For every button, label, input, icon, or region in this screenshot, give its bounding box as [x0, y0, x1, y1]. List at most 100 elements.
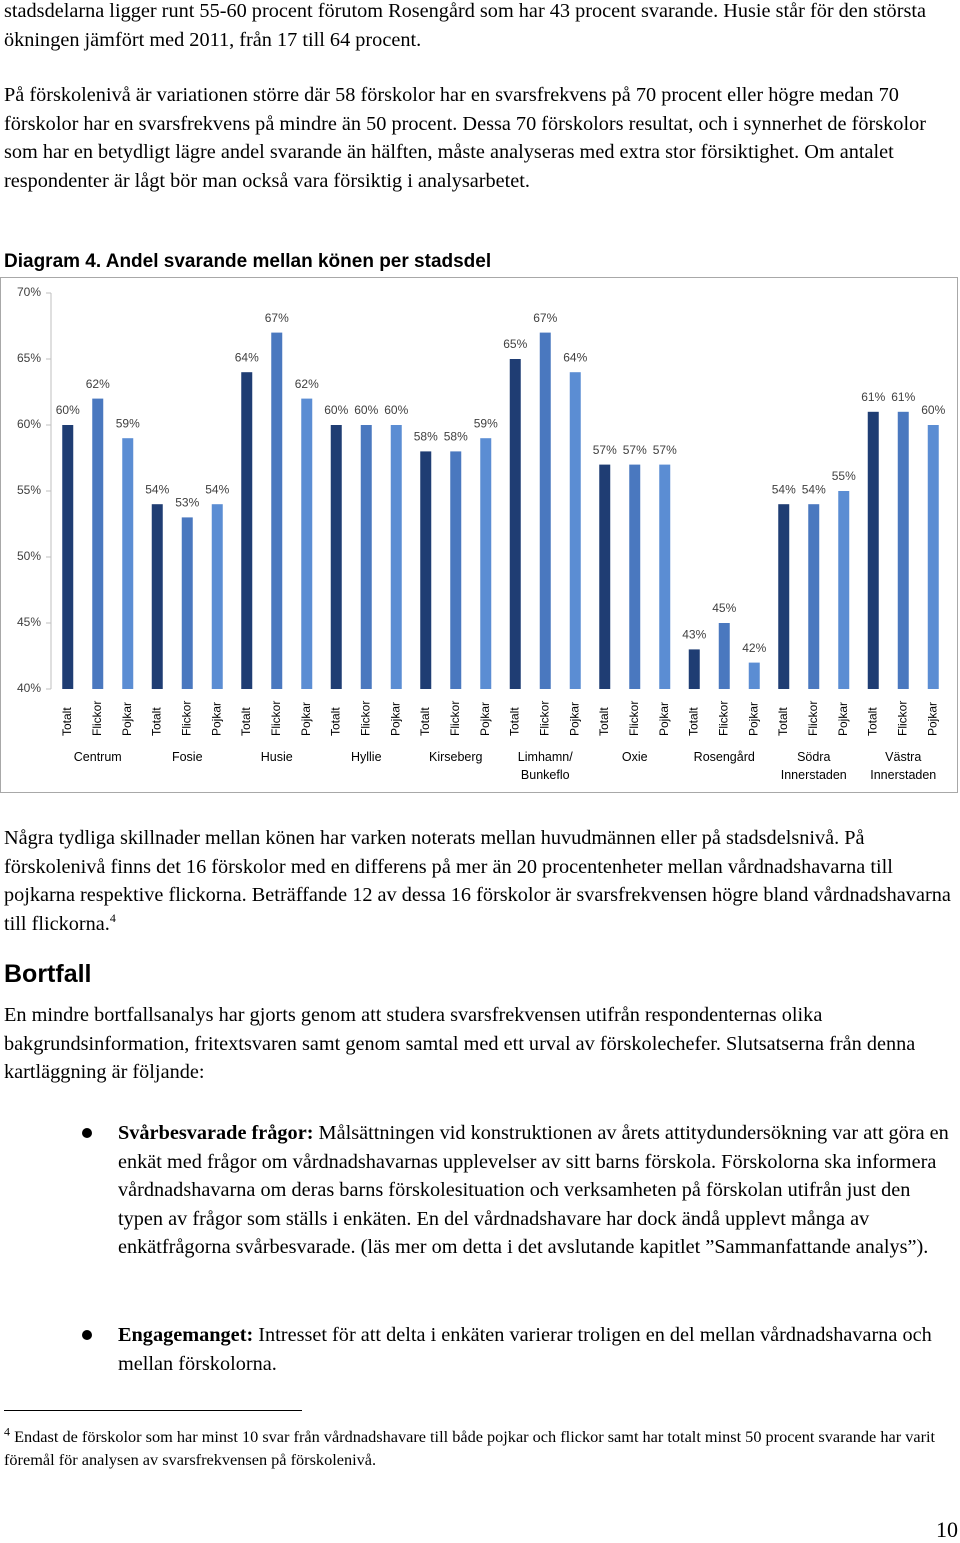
bar: [330, 425, 342, 689]
paragraph-text: Några tydliga skillnader mellan könen ha…: [4, 827, 951, 935]
series-label: Totalt: [776, 707, 790, 736]
bullet-term: Svårbesvarade frågor:: [118, 1122, 314, 1144]
chart-plot: 40% 45% 50% 55% 60% 65% 70% 60% Totalt 62% Flickor…: [17, 285, 946, 736]
bar: [778, 504, 790, 689]
page-number: 10: [936, 1517, 958, 1542]
value-label: 60%: [324, 403, 348, 417]
bullet-term: Engagemanget:: [118, 1324, 254, 1346]
series-label: Flickor: [269, 701, 283, 736]
x-tick-label: Oxie: [621, 750, 648, 764]
value-label: 57%: [593, 443, 617, 457]
value-label: 64%: [235, 350, 259, 364]
value-label: 61%: [861, 390, 885, 404]
bar: [480, 438, 492, 689]
value-label: 62%: [295, 377, 319, 391]
value-label: 67%: [533, 311, 557, 325]
section-heading: Bortfall: [4, 960, 92, 988]
paragraph: Några tydliga skillnader mellan könen ha…: [4, 824, 958, 938]
chart-title: Diagram 4. Andel svarande mellan könen p…: [4, 251, 492, 272]
bar: [241, 372, 253, 689]
value-label: 60%: [921, 403, 945, 417]
value-label: 53%: [175, 496, 199, 510]
series-label: Pojkar: [746, 702, 760, 736]
series-label: Flickor: [806, 701, 820, 736]
bar: [718, 623, 730, 689]
series-label: Totalt: [328, 707, 342, 736]
y-tick-label: 45%: [17, 615, 41, 629]
x-tick-label: Kirseberg: [429, 750, 483, 764]
bar: [838, 491, 850, 689]
series-label: Pojkar: [925, 702, 939, 736]
y-tick-label: 50%: [17, 549, 41, 563]
series-label: Flickor: [627, 701, 641, 736]
series-label: Totalt: [507, 707, 521, 736]
bullet-text: Intresset för att delta i enkäten varier…: [118, 1324, 932, 1375]
footnote-ref: 4: [109, 910, 116, 925]
y-tick-label: 70%: [17, 285, 41, 299]
bullet: [82, 1128, 92, 1138]
series-label: Pojkar: [657, 702, 671, 736]
paragraph: På förskolenivå är variationen större dä…: [4, 84, 926, 192]
bar: [271, 332, 283, 689]
y-tick-label: 65%: [17, 351, 41, 365]
value-label: 60%: [384, 403, 408, 417]
series-label: Flickor: [448, 701, 462, 736]
footnote-number: 4: [4, 1424, 10, 1439]
bar: [539, 332, 551, 689]
bar: [659, 464, 671, 689]
bullet-item: Svårbesvarade frågor: Målsättningen vid …: [118, 1119, 958, 1262]
value-label: 59%: [116, 416, 140, 430]
paragraph: stadsdelarna ligger runt 55-60 procent f…: [4, 0, 926, 51]
series-label: Flickor: [895, 701, 909, 736]
series-label: Totalt: [597, 707, 611, 736]
x-tick-label: Husie: [260, 750, 293, 764]
bullet: [82, 1330, 92, 1340]
series-label: Pojkar: [120, 702, 134, 736]
series-label: Pojkar: [209, 702, 223, 736]
value-label: 58%: [444, 430, 468, 444]
bar: [92, 398, 104, 689]
footnote-rule: [4, 1410, 302, 1411]
bar: [301, 398, 313, 689]
value-label: 60%: [56, 403, 80, 417]
bar: [360, 425, 372, 689]
bar: [509, 359, 521, 689]
value-label: 54%: [205, 482, 229, 496]
bar: [122, 438, 134, 689]
value-label: 42%: [742, 641, 766, 655]
series-label: Flickor: [537, 701, 551, 736]
value-label: 54%: [772, 482, 796, 496]
series-label: Pojkar: [567, 702, 581, 736]
value-label: 55%: [832, 469, 856, 483]
bar: [897, 411, 909, 689]
series-label: Totalt: [60, 707, 74, 736]
x-tick-label: Hyllie: [350, 750, 382, 764]
value-label: 58%: [414, 430, 438, 444]
value-label: 67%: [265, 311, 289, 325]
value-label: 65%: [503, 337, 527, 351]
bar: [211, 504, 223, 689]
bullet-item: Engagemanget: Intresset för att delta i …: [118, 1321, 958, 1378]
x-tick-label: Södra Innerstaden: [780, 750, 847, 782]
y-tick-label: 40%: [17, 681, 41, 695]
bar: [181, 517, 193, 689]
series-label: Totalt: [686, 707, 700, 736]
value-label: 57%: [653, 443, 677, 457]
series-label: Flickor: [358, 701, 372, 736]
bar: [62, 425, 74, 689]
series-label: Totalt: [865, 707, 879, 736]
series-label: Pojkar: [836, 702, 850, 736]
value-label: 59%: [474, 416, 498, 430]
series-label: Flickor: [90, 701, 104, 736]
bar: [867, 411, 879, 689]
x-tick-label: Västra Innerstaden: [870, 750, 937, 782]
footnote: 4 Endast de förskolor som har minst 10 s…: [4, 1425, 958, 1471]
bar: [599, 464, 611, 689]
value-label: 61%: [891, 390, 915, 404]
x-tick-label: Centrum: [73, 750, 122, 764]
value-label: 54%: [145, 482, 169, 496]
series-label: Flickor: [179, 701, 193, 736]
series-label: Pojkar: [299, 702, 313, 736]
x-tick-label: Rosengård: [693, 750, 755, 764]
value-label: 43%: [682, 628, 706, 642]
